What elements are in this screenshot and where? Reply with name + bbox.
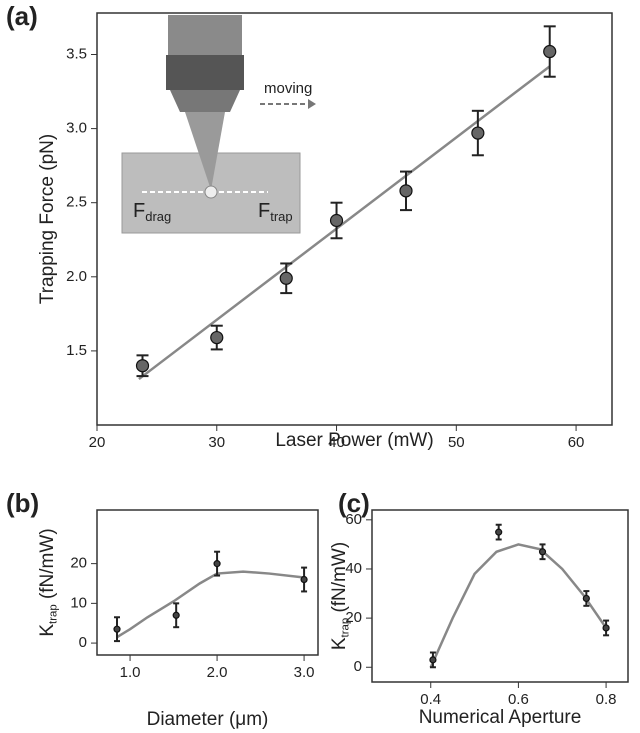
point — [399, 184, 413, 198]
objective — [168, 15, 242, 55]
inset-diagram — [121, 15, 316, 234]
point — [329, 213, 344, 228]
label-sub: trap — [48, 604, 60, 624]
laser-cone — [185, 112, 225, 190]
point — [543, 44, 557, 59]
objective-tip — [170, 90, 240, 112]
point — [538, 548, 547, 556]
point — [429, 656, 437, 664]
label-main: Trapping Force (pN) — [37, 134, 58, 304]
plot-frame — [96, 12, 613, 426]
annotation: Ftrap — [258, 200, 293, 224]
panel-label: (b) — [6, 488, 39, 518]
y-tick-label: 60 — [345, 511, 362, 528]
x-tick-label: 40 — [328, 434, 345, 451]
label-main: F — [133, 200, 145, 222]
label-sub: drag — [145, 209, 171, 224]
x-axis-label: Numerical Aperture — [419, 707, 582, 728]
fit-line — [138, 65, 551, 381]
plot-frame — [96, 509, 319, 656]
point — [471, 126, 485, 140]
y-tick-label: 2.0 — [66, 268, 87, 285]
plot-frame — [371, 509, 629, 683]
x-tick-label: 0.4 — [420, 691, 441, 708]
arrow-head — [308, 99, 316, 109]
y-tick-label: 0 — [79, 634, 87, 651]
y-tick-label: 3.5 — [66, 45, 87, 62]
label-main: K — [329, 637, 350, 650]
x-tick-label: 60 — [568, 434, 585, 451]
x-axis-label: Laser Power (mW) — [275, 430, 433, 451]
y-tick-label: 1.5 — [66, 342, 87, 359]
point — [300, 575, 308, 584]
label-sub: trap — [270, 209, 292, 224]
point — [495, 528, 503, 536]
axis-label: Ktrap (fN/mW) — [329, 542, 352, 650]
point — [172, 611, 180, 619]
fit-line — [116, 570, 305, 639]
point — [213, 560, 221, 568]
x-tick-label: 0.8 — [596, 691, 617, 708]
x-tick-label: 30 — [208, 434, 225, 451]
x-tick-label: 20 — [89, 434, 106, 451]
axis-label: Ktrap (fN/mW) — [37, 528, 60, 636]
y-tick-label: 10 — [70, 594, 87, 611]
point — [602, 624, 610, 632]
objective-body — [166, 55, 244, 90]
y-tick-label: 0 — [354, 658, 362, 675]
label-sub: trap — [340, 618, 352, 638]
y-tick-label: 2.5 — [66, 194, 87, 211]
y-tick-label: 40 — [345, 560, 362, 577]
x-tick-label: 0.6 — [508, 691, 529, 708]
annotation: Fdrag — [133, 200, 171, 224]
x-axis-label: Diameter (μm) — [147, 709, 269, 730]
point — [135, 359, 150, 373]
particle — [204, 185, 218, 199]
annotation: moving — [264, 80, 312, 97]
axis-label: Trapping Force (pN) — [37, 134, 58, 304]
point — [113, 625, 121, 633]
x-tick-label: 3.0 — [294, 664, 315, 681]
y-tick-label: 20 — [70, 555, 87, 572]
y-tick-label: 3.0 — [66, 120, 87, 137]
x-tick-label: 1.0 — [120, 664, 141, 681]
label-rest: (fN/mW) — [329, 542, 350, 618]
point — [210, 330, 224, 345]
y-tick-label: 20 — [345, 609, 362, 626]
panel-label: (a) — [6, 1, 38, 31]
point — [582, 594, 590, 603]
label-rest: (fN/mW) — [37, 528, 58, 604]
point — [279, 271, 293, 285]
label-main: K — [37, 624, 58, 637]
fit-line — [429, 543, 608, 668]
x-tick-label: 50 — [448, 434, 465, 451]
panel-label: (c) — [338, 488, 370, 518]
label-main: F — [258, 200, 270, 222]
x-tick-label: 2.0 — [207, 664, 228, 681]
